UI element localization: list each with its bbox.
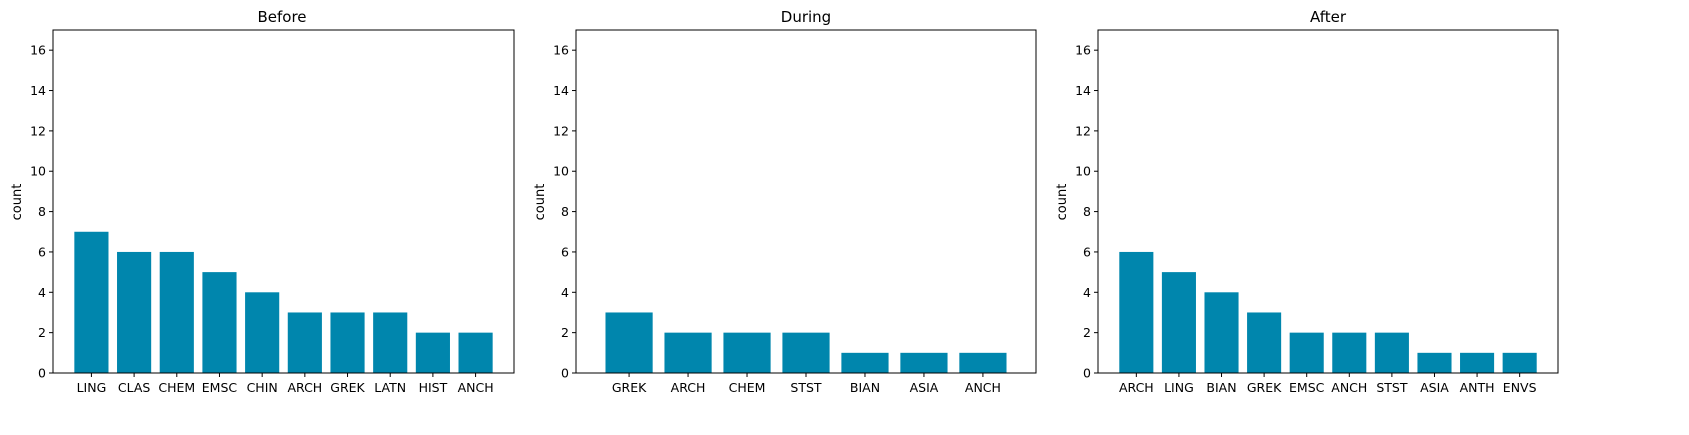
y-tick-label: 6 bbox=[38, 244, 46, 259]
plot-area: 0 2 4 6 8 10 12 14 16 GREK ARCH CHEM STST BIAN ASIA ANC… bbox=[553, 43, 1007, 395]
bar-asia bbox=[900, 352, 948, 373]
chart-title: During bbox=[781, 8, 831, 26]
y-tick-label: 4 bbox=[1083, 285, 1091, 300]
y-tick-label: 14 bbox=[553, 83, 569, 98]
bar-hist bbox=[415, 332, 450, 373]
y-axis-label: count bbox=[533, 184, 548, 221]
bar-anch bbox=[458, 332, 493, 373]
x-tick-label: ASIA bbox=[910, 380, 939, 395]
bar-arch bbox=[1119, 251, 1154, 373]
x-tick-label: CLAS bbox=[118, 380, 151, 395]
panel-after: After count 0 2 4 6 8 10 12 14 16 ARCH LING BIAN GRE… bbox=[1055, 8, 1559, 395]
y-tick-label: 12 bbox=[1075, 123, 1091, 138]
x-tick-label: ENVS bbox=[1503, 380, 1537, 395]
bar-asia bbox=[1417, 352, 1452, 373]
bar-chem bbox=[159, 251, 194, 373]
y-tick-label: 0 bbox=[1083, 366, 1091, 381]
bar-stst bbox=[1374, 332, 1409, 373]
bar-clas bbox=[117, 251, 152, 373]
bar-bian bbox=[1204, 292, 1239, 373]
bar-anth bbox=[1460, 352, 1495, 373]
plot-area: 0 2 4 6 8 10 12 14 16 ARCH LING BIAN GREK EMSC ANCH STS… bbox=[1075, 43, 1537, 395]
bar-emsc bbox=[202, 272, 237, 373]
x-tick-label: STST bbox=[790, 380, 822, 395]
bar-arch bbox=[287, 312, 322, 373]
y-tick-label: 16 bbox=[553, 43, 569, 58]
x-tick-label: LING bbox=[1164, 380, 1194, 395]
x-tick-label: EMSC bbox=[1289, 380, 1325, 395]
x-tick-label: ARCH bbox=[287, 380, 322, 395]
x-tick-label: GREK bbox=[612, 380, 647, 395]
bar-arch bbox=[664, 332, 712, 373]
y-axis-label: count bbox=[1055, 184, 1070, 221]
x-tick-label: ANCH bbox=[458, 380, 494, 395]
bar-emsc bbox=[1289, 332, 1324, 373]
x-tick-label: BIAN bbox=[850, 380, 880, 395]
bar-anch bbox=[1332, 332, 1367, 373]
bar-envs bbox=[1502, 352, 1537, 373]
bar-grek bbox=[605, 312, 653, 373]
y-tick-label: 6 bbox=[1083, 244, 1091, 259]
bar-chin bbox=[245, 292, 280, 373]
bar-stst bbox=[782, 332, 830, 373]
panel-during: During count 0 2 4 6 8 10 12 14 16 GREK ARCH CHEM ST… bbox=[533, 8, 1037, 395]
y-tick-label: 0 bbox=[38, 366, 46, 381]
x-tick-label: ASIA bbox=[1420, 380, 1449, 395]
y-tick-label: 2 bbox=[1083, 325, 1091, 340]
y-tick-label: 8 bbox=[38, 204, 46, 219]
y-tick-label: 2 bbox=[38, 325, 46, 340]
chart-title: After bbox=[1310, 8, 1347, 26]
panel-before: Before count 0 2 4 6 8 10 12 14 16 LING CLAS CHEM EM… bbox=[10, 8, 515, 395]
bar-grek bbox=[330, 312, 365, 373]
x-tick-label: STST bbox=[1376, 380, 1408, 395]
y-tick-label: 2 bbox=[561, 325, 569, 340]
y-tick-label: 0 bbox=[561, 366, 569, 381]
bar-grek bbox=[1247, 312, 1282, 373]
y-tick-label: 10 bbox=[30, 164, 46, 179]
x-tick-label: EMSC bbox=[202, 380, 238, 395]
y-axis-label: count bbox=[10, 184, 25, 221]
bar-chem bbox=[723, 332, 771, 373]
x-tick-label: GREK bbox=[330, 380, 365, 395]
bar-bian bbox=[841, 352, 889, 373]
y-tick-label: 4 bbox=[561, 285, 569, 300]
x-tick-label: LATN bbox=[374, 380, 406, 395]
x-tick-label: GREK bbox=[1247, 380, 1282, 395]
x-tick-label: ARCH bbox=[1119, 380, 1154, 395]
axes-frame bbox=[575, 29, 1037, 374]
y-tick-label: 10 bbox=[553, 164, 569, 179]
y-tick-label: 4 bbox=[38, 285, 46, 300]
y-tick-label: 8 bbox=[1083, 204, 1091, 219]
axes-frame bbox=[52, 29, 515, 374]
plot-area: 0 2 4 6 8 10 12 14 16 LING CLAS CHEM EMSC CHIN ARCH GRE… bbox=[30, 43, 494, 395]
y-tick-label: 16 bbox=[1075, 43, 1091, 58]
bar-ling bbox=[1161, 272, 1196, 373]
x-tick-label: ANCH bbox=[965, 380, 1001, 395]
y-tick-label: 12 bbox=[30, 123, 46, 138]
x-tick-label: LING bbox=[77, 380, 107, 395]
y-tick-label: 8 bbox=[561, 204, 569, 219]
bar-ling bbox=[74, 231, 109, 373]
chart-title: Before bbox=[257, 8, 306, 26]
x-tick-label: ANTH bbox=[1460, 380, 1495, 395]
y-tick-label: 14 bbox=[1075, 83, 1091, 98]
bar-latn bbox=[373, 312, 408, 373]
x-tick-label: BIAN bbox=[1206, 380, 1236, 395]
y-tick-label: 14 bbox=[30, 83, 46, 98]
x-tick-label: ARCH bbox=[671, 380, 706, 395]
axes-frame bbox=[1097, 29, 1559, 374]
y-tick-label: 10 bbox=[1075, 164, 1091, 179]
bar-anch bbox=[959, 352, 1007, 373]
x-tick-label: ANCH bbox=[1331, 380, 1367, 395]
x-tick-label: HIST bbox=[419, 380, 448, 395]
y-tick-label: 16 bbox=[30, 43, 46, 58]
x-tick-label: CHIN bbox=[247, 380, 278, 395]
y-tick-label: 12 bbox=[553, 123, 569, 138]
x-tick-label: CHEM bbox=[729, 380, 766, 395]
y-tick-label: 6 bbox=[561, 244, 569, 259]
x-tick-label: CHEM bbox=[158, 380, 195, 395]
